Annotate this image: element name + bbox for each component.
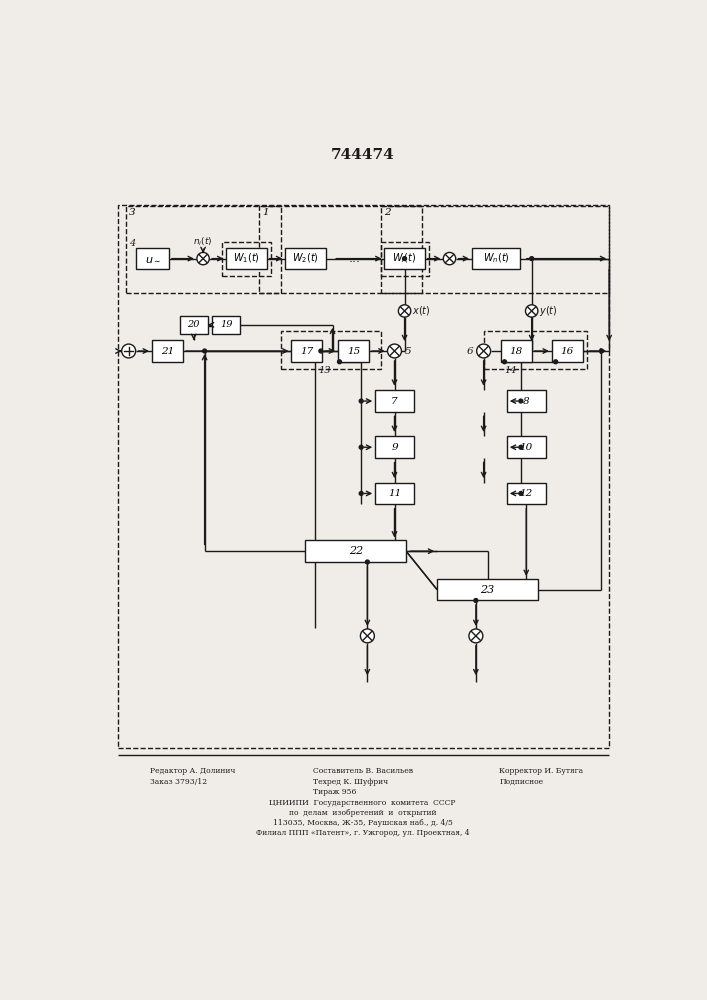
Text: 5: 5 <box>404 347 411 356</box>
Circle shape <box>403 257 407 261</box>
Text: 23: 23 <box>480 585 495 595</box>
Circle shape <box>600 349 603 353</box>
Bar <box>126 206 281 293</box>
Text: $W_n(t)$: $W_n(t)$ <box>483 252 510 265</box>
Text: $W_1(t)$: $W_1(t)$ <box>233 252 260 265</box>
Text: 17: 17 <box>300 347 313 356</box>
Bar <box>375 436 414 458</box>
Text: 21: 21 <box>160 347 174 356</box>
Circle shape <box>525 305 538 317</box>
Bar <box>223 242 271 276</box>
Circle shape <box>519 399 522 403</box>
Bar <box>152 340 183 362</box>
Text: 6: 6 <box>467 347 474 356</box>
Circle shape <box>398 305 411 317</box>
Text: Тираж 956: Тираж 956 <box>313 788 356 796</box>
Bar <box>501 340 532 362</box>
Bar <box>385 248 425 269</box>
Text: Составитель В. Васильев: Составитель В. Васильев <box>313 767 414 775</box>
Text: Корректор И. Бутяга: Корректор И. Бутяга <box>499 767 583 775</box>
Bar <box>291 340 322 362</box>
Circle shape <box>359 399 363 403</box>
Circle shape <box>387 344 402 358</box>
Bar <box>375 390 414 412</box>
Text: 8: 8 <box>523 397 530 406</box>
Text: Редактор А. Долинич: Редактор А. Долинич <box>151 767 235 775</box>
Text: ...: ... <box>349 252 361 265</box>
Text: $n_i(t)$: $n_i(t)$ <box>193 235 213 248</box>
Text: 11: 11 <box>388 489 401 498</box>
Text: 1: 1 <box>262 208 269 217</box>
Bar <box>226 248 267 269</box>
Text: ЦНИИПИ  Государственного  комитета  СССР: ЦНИИПИ Государственного комитета СССР <box>269 799 456 807</box>
Bar <box>281 331 381 369</box>
Text: по  делам  изобретений  и  открытий: по делам изобретений и открытий <box>289 809 436 817</box>
Text: Заказ 3793/12: Заказ 3793/12 <box>151 778 207 786</box>
Circle shape <box>474 599 478 602</box>
Bar <box>380 242 428 276</box>
Bar <box>118 205 609 748</box>
Circle shape <box>477 344 491 358</box>
Circle shape <box>443 252 456 265</box>
Bar <box>305 540 406 562</box>
Text: $W_i(t)$: $W_i(t)$ <box>392 252 416 265</box>
Text: $u_{\sim}$: $u_{\sim}$ <box>144 254 160 264</box>
Bar <box>136 248 169 269</box>
Bar <box>484 331 588 369</box>
Text: 7: 7 <box>391 397 398 406</box>
Circle shape <box>359 492 363 495</box>
Bar <box>437 579 538 600</box>
Text: $x(t)$: $x(t)$ <box>412 304 431 317</box>
Bar <box>507 436 546 458</box>
Circle shape <box>530 257 534 261</box>
Circle shape <box>503 360 506 364</box>
Text: Филиал ППП «Патент», г. Ужгород, ул. Проектная, 4: Филиал ППП «Патент», г. Ужгород, ул. Про… <box>256 829 469 837</box>
Bar <box>259 206 421 293</box>
Bar <box>212 316 240 334</box>
Text: 13: 13 <box>319 366 331 375</box>
Text: 16: 16 <box>561 347 574 356</box>
Circle shape <box>519 492 522 495</box>
Circle shape <box>519 445 522 449</box>
Text: 3: 3 <box>129 208 135 217</box>
Text: Техред К. Шуфрич: Техред К. Шуфрич <box>313 778 388 786</box>
Circle shape <box>122 344 136 358</box>
Bar <box>507 390 546 412</box>
Text: 22: 22 <box>349 546 363 556</box>
Circle shape <box>337 360 341 364</box>
Text: 10: 10 <box>520 443 533 452</box>
Text: 4: 4 <box>129 239 135 248</box>
Circle shape <box>366 560 369 564</box>
Text: Подписное: Подписное <box>499 778 543 786</box>
Text: 19: 19 <box>220 320 233 329</box>
Bar <box>381 206 609 293</box>
Text: $W_2(t)$: $W_2(t)$ <box>292 252 319 265</box>
Circle shape <box>469 629 483 643</box>
Bar <box>180 316 208 334</box>
Text: 15: 15 <box>347 347 360 356</box>
Bar <box>507 483 546 504</box>
Text: 12: 12 <box>520 489 533 498</box>
Text: 20: 20 <box>187 320 200 329</box>
Circle shape <box>554 360 558 364</box>
Circle shape <box>203 349 206 353</box>
Bar <box>285 248 325 269</box>
Text: 744474: 744474 <box>331 148 395 162</box>
Bar <box>338 340 369 362</box>
Text: 113035, Москва, Ж-35, Раушская наб., д. 4/5: 113035, Москва, Ж-35, Раушская наб., д. … <box>273 819 452 827</box>
Text: 2: 2 <box>385 208 391 217</box>
Text: 14: 14 <box>505 366 517 375</box>
Bar <box>552 340 583 362</box>
Circle shape <box>359 445 363 449</box>
Bar <box>375 483 414 504</box>
Circle shape <box>361 629 374 643</box>
Circle shape <box>319 349 323 353</box>
Circle shape <box>197 252 209 265</box>
Text: 18: 18 <box>510 347 522 356</box>
Text: $y(t)$: $y(t)$ <box>539 304 558 318</box>
Text: 9: 9 <box>391 443 398 452</box>
Bar <box>472 248 520 269</box>
